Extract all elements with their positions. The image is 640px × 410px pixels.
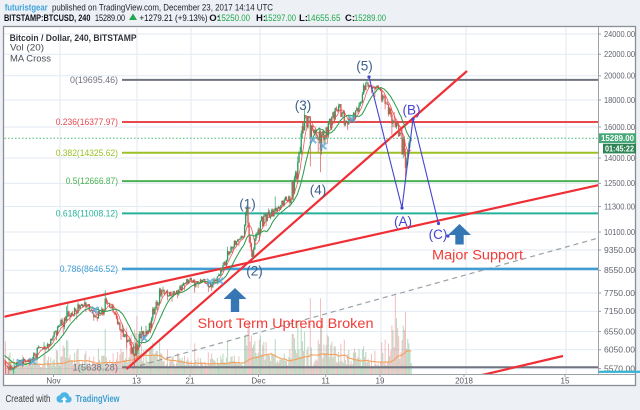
svg-text:21: 21	[186, 377, 195, 386]
svg-text:Vol (20): Vol (20)	[10, 43, 44, 53]
svg-text:15297.00: 15297.00	[264, 13, 296, 24]
svg-text:19: 19	[376, 377, 385, 386]
svg-text:6050.00: 6050.00	[604, 346, 636, 355]
svg-text:published on TradingView.com,: published on TradingView.com, December 2…	[52, 3, 273, 14]
svg-text:(A): (A)	[394, 214, 412, 229]
svg-text:22000.00: 22000.00	[604, 50, 636, 59]
svg-text:9350.00: 9350.00	[604, 246, 636, 255]
svg-text:18000.00: 18000.00	[604, 96, 636, 105]
svg-text:Short Term Uptrend Broken: Short Term Uptrend Broken	[198, 316, 374, 331]
svg-text:futuristgear: futuristgear	[5, 3, 48, 14]
svg-text:16000.00: 16000.00	[604, 123, 636, 132]
svg-text:0.236(16377.97): 0.236(16377.97)	[56, 117, 118, 127]
svg-text:(4): (4)	[310, 183, 327, 198]
svg-text:24000.00: 24000.00	[604, 30, 636, 39]
svg-text:Created with: Created with	[6, 394, 51, 405]
svg-text:6550.00: 6550.00	[604, 327, 636, 336]
svg-text:0.382(14325.62): 0.382(14325.62)	[56, 148, 118, 158]
svg-text:15289.00: 15289.00	[354, 13, 386, 24]
svg-text:5570.00: 5570.00	[604, 364, 636, 373]
svg-text:Dec: Dec	[251, 377, 265, 386]
svg-text:13: 13	[132, 377, 141, 386]
svg-text:MA Cross: MA Cross	[10, 54, 52, 64]
svg-text:BITSTAMP:BTCUSD, 240: BITSTAMP:BTCUSD, 240	[4, 13, 91, 24]
svg-text:15289.00: 15289.00	[601, 134, 635, 143]
svg-text:14655.65: 14655.65	[307, 13, 341, 24]
svg-text:0.5(12666.87): 0.5(12666.87)	[66, 176, 118, 186]
svg-text:0.618(11008.12): 0.618(11008.12)	[56, 208, 118, 218]
svg-text:Bitcoin / Dollar, 240, BITSTAM: Bitcoin / Dollar, 240, BITSTAMP	[10, 33, 138, 44]
svg-text:(1): (1)	[239, 197, 256, 212]
svg-text:12500.00: 12500.00	[604, 179, 636, 188]
svg-text:H:: H:	[256, 13, 266, 24]
svg-text:O:: O:	[209, 13, 220, 24]
svg-text:(B): (B)	[403, 103, 421, 118]
svg-text:2018: 2018	[455, 377, 473, 386]
svg-text:L:: L:	[299, 13, 308, 24]
svg-text:TradingView: TradingView	[76, 393, 121, 405]
svg-text:10100.00: 10100.00	[604, 228, 636, 237]
svg-text:20000.00: 20000.00	[604, 72, 636, 81]
svg-text:11: 11	[322, 377, 331, 386]
svg-text:7750.00: 7750.00	[604, 289, 636, 298]
svg-text:C:: C:	[345, 13, 355, 24]
svg-text:0(19695.46): 0(19695.46)	[70, 75, 118, 85]
svg-text:1(5638.28): 1(5638.28)	[73, 362, 119, 372]
svg-text:11300.00: 11300.00	[604, 202, 636, 211]
svg-text:15: 15	[561, 377, 570, 386]
svg-text:14000.00: 14000.00	[604, 154, 636, 163]
svg-text:(2): (2)	[246, 264, 263, 279]
svg-text:8550.00: 8550.00	[604, 266, 636, 275]
svg-text:(5): (5)	[356, 59, 373, 74]
svg-text:7150.00: 7150.00	[604, 307, 636, 316]
svg-text:01:45:22: 01:45:22	[605, 144, 634, 153]
svg-text:(C): (C)	[429, 227, 448, 242]
svg-text:0.786(8646.52): 0.786(8646.52)	[60, 264, 118, 274]
svg-text:Nov: Nov	[46, 377, 60, 386]
svg-text:Major Support: Major Support	[432, 248, 523, 263]
svg-text:15250.00: 15250.00	[217, 13, 250, 24]
svg-text:(3): (3)	[295, 98, 312, 113]
svg-text:+1279.21 (+9.13%): +1279.21 (+9.13%)	[140, 13, 208, 24]
svg-text:15289.00: 15289.00	[95, 13, 125, 24]
